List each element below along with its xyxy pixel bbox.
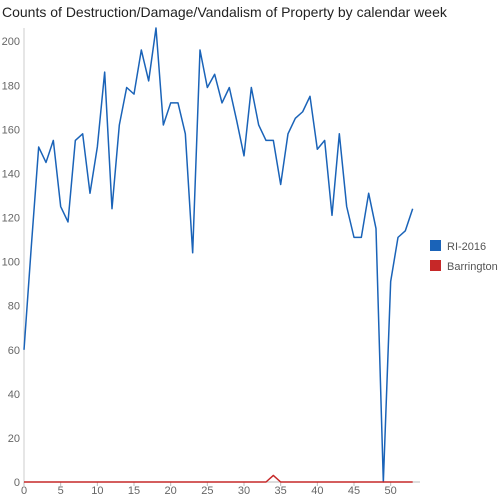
x-tick-label: 15 bbox=[128, 485, 140, 497]
y-tick-label: 20 bbox=[8, 433, 20, 445]
x-tick-label: 45 bbox=[348, 485, 360, 497]
x-tick-label: 50 bbox=[385, 485, 397, 497]
series-line-ri-2016 bbox=[23, 27, 414, 483]
y-tick-label: 180 bbox=[2, 80, 20, 92]
x-tick-label: 0 bbox=[21, 485, 27, 497]
chart-title: Counts of Destruction/Damage/Vandalism o… bbox=[2, 4, 448, 20]
y-tick-label: 200 bbox=[2, 36, 20, 48]
y-tick-label: 60 bbox=[8, 345, 20, 357]
y-tick-label: 120 bbox=[2, 213, 20, 225]
legend-swatch bbox=[430, 240, 441, 251]
legend-label: Barrington bbox=[447, 261, 498, 273]
series-line-barrington bbox=[24, 474, 413, 483]
y-tick-label: 160 bbox=[2, 124, 20, 136]
y-tick-label: 0 bbox=[14, 477, 20, 489]
legend-label: RI-2016 bbox=[447, 241, 486, 253]
y-tick-label: 140 bbox=[2, 168, 20, 180]
axes: 0 20 40 60 80 100 120 140 160 180 200 0 5 10 15 20 25 30 3… bbox=[2, 28, 420, 497]
x-tick-label: 5 bbox=[58, 485, 64, 497]
x-tick-label: 30 bbox=[238, 485, 250, 497]
x-tick-label: 20 bbox=[165, 485, 177, 497]
y-tick-label: 40 bbox=[8, 389, 20, 401]
x-tick-label: 25 bbox=[201, 485, 213, 497]
legend-swatch bbox=[430, 260, 441, 271]
x-tick-label: 35 bbox=[275, 485, 287, 497]
series-layer bbox=[23, 27, 414, 483]
x-tick-label: 40 bbox=[311, 485, 323, 497]
x-tick-label: 10 bbox=[91, 485, 103, 497]
legend: RI-2016 Barrington bbox=[430, 240, 498, 273]
y-tick-label: 80 bbox=[8, 301, 20, 313]
y-tick-label: 100 bbox=[2, 257, 20, 269]
